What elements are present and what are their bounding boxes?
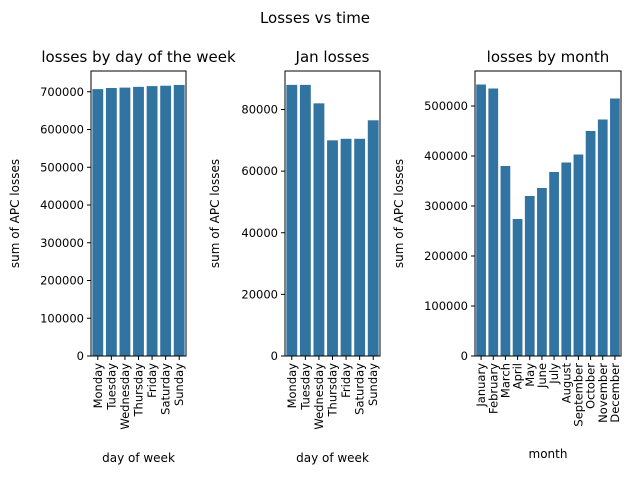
bar: [500, 166, 511, 356]
x-tick-label: August: [559, 363, 573, 404]
x-tick-label: Sunday: [366, 363, 380, 406]
y-tick-label: 400000: [40, 198, 84, 212]
x-tick-label: Thursday: [326, 363, 340, 418]
y-tick-label: 500000: [424, 99, 468, 113]
figure-suptitle: Losses vs time: [260, 9, 370, 27]
x-tick-label: January: [474, 363, 488, 408]
y-tick-label: 700000: [40, 85, 84, 99]
y-axis-label: sum of APC losses: [8, 159, 22, 268]
bar: [597, 119, 608, 356]
x-axis-label: day of week: [102, 451, 175, 465]
bar: [537, 188, 547, 356]
bar: [585, 131, 596, 356]
bar: [340, 138, 352, 356]
x-tick-label: November: [596, 363, 610, 423]
bar: [573, 154, 584, 356]
axes-frame: [474, 70, 622, 357]
bar: [119, 87, 131, 357]
bar: [173, 84, 185, 356]
x-tick-label: Saturday: [159, 363, 173, 415]
bar: [476, 84, 486, 356]
chart-panel-3: 0 100000 200000 300000 400000 500000 JanuaryFe…: [392, 48, 622, 461]
y-tick-label: 0: [461, 349, 468, 363]
chart-panel-2: 0 20000 40000 60000 80000 Monday Tuesday Wednes…: [208, 48, 381, 465]
bar: [299, 84, 311, 356]
y-tick-label: 20000: [241, 287, 278, 301]
bar: [105, 87, 117, 356]
x-tick-label: March: [498, 363, 512, 398]
x-tick-label: Tuesday: [104, 363, 118, 411]
y-tick-label: 100000: [40, 311, 84, 325]
x-tick-label: May: [523, 363, 537, 387]
y-tick-label: 400000: [424, 149, 468, 163]
chart-panel-1: 0 100000 200000 300000 400000 500000 600000 700…: [8, 48, 236, 465]
x-tick-label: February: [486, 363, 500, 414]
x-tick-label: July: [547, 363, 561, 385]
x-tick-label: Sunday: [172, 363, 186, 406]
y-tick-label: 200000: [40, 274, 84, 288]
bar: [146, 86, 158, 356]
y-tick-label: 60000: [241, 164, 278, 178]
y-tick-label: 80000: [241, 103, 278, 117]
x-tick-label: Friday: [145, 363, 159, 398]
y-tick-label: 100000: [424, 299, 468, 313]
y-axis-label: sum of APC losses: [392, 159, 406, 268]
x-tick-label: September: [571, 363, 585, 427]
bar: [524, 196, 535, 356]
bar: [160, 85, 172, 356]
y-axis-label: sum of APC losses: [208, 159, 222, 268]
x-tick-label: Wednesday: [118, 363, 132, 430]
x-tick-label: Friday: [339, 363, 353, 398]
y-tick-label: 200000: [424, 249, 468, 263]
x-tick-label: Saturday: [353, 363, 367, 415]
x-axis-label: month: [529, 447, 568, 461]
y-tick-label: 0: [271, 349, 278, 363]
x-tick-label: December: [608, 363, 622, 423]
bar: [354, 138, 366, 356]
y-tick-label: 300000: [40, 236, 84, 250]
y-tick-label: 300000: [424, 199, 468, 213]
x-tick-label: Wednesday: [312, 363, 326, 430]
bar: [488, 88, 499, 356]
x-axis-label: day of week: [296, 451, 369, 465]
chart-title: Jan losses: [295, 48, 370, 66]
y-tick-label: 600000: [40, 123, 84, 137]
bar: [92, 89, 104, 356]
chart-title: losses by day of the week: [41, 48, 236, 66]
x-tick-label: Tuesday: [298, 363, 312, 411]
y-tick-label: 40000: [241, 226, 278, 240]
chart-title: losses by month: [487, 48, 610, 66]
bar: [313, 103, 325, 356]
bar: [327, 140, 338, 356]
bar: [367, 120, 379, 356]
bar: [561, 162, 572, 356]
x-tick-label: Monday: [91, 363, 105, 409]
bar: [512, 219, 523, 356]
x-tick-label: June: [535, 363, 549, 389]
bar: [549, 172, 559, 356]
bar: [286, 84, 298, 356]
bar: [133, 86, 144, 356]
x-tick-label: Monday: [285, 363, 299, 409]
y-tick-label: 500000: [40, 160, 84, 174]
x-tick-label: October: [584, 363, 598, 409]
x-tick-label: April: [511, 363, 525, 389]
bar: [610, 98, 620, 356]
y-tick-label: 0: [77, 349, 84, 363]
x-tick-label: Thursday: [132, 363, 146, 418]
